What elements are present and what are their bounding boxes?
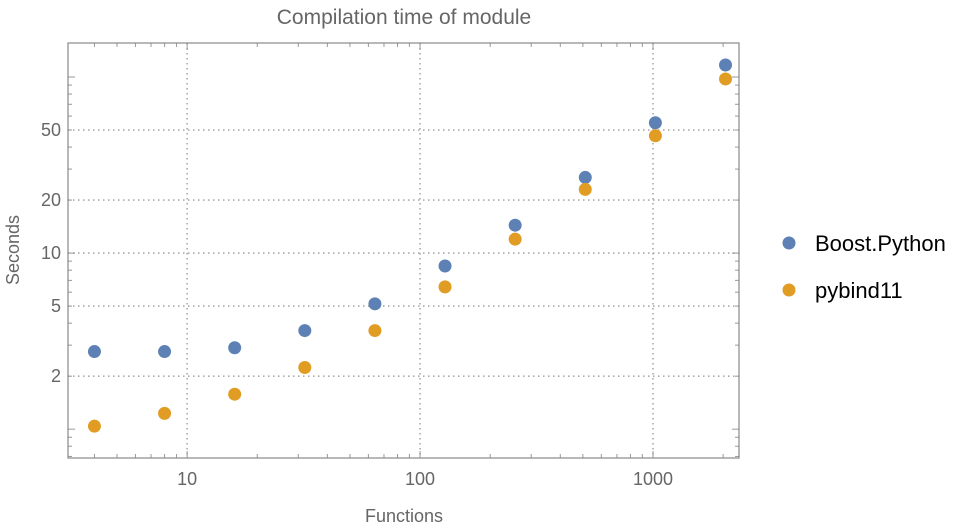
data-point-pybind11 (228, 387, 242, 401)
data-point-boost-python (438, 259, 452, 273)
data-point-pybind11 (158, 406, 172, 420)
y-tick-label: 2 (51, 366, 61, 386)
data-point-pybind11 (719, 72, 733, 86)
ticks: 10 100 1000 2 5 10 20 50 (41, 43, 739, 489)
data-points (87, 58, 733, 433)
data-point-boost-python (508, 218, 522, 232)
data-point-boost-python (368, 297, 382, 311)
data-point-pybind11 (87, 419, 101, 433)
chart-title: Compilation time of module (277, 6, 531, 29)
x-axis-label: Functions (365, 506, 443, 525)
legend-marker-pybind11 (782, 283, 796, 297)
y-tick-label: 50 (41, 120, 61, 140)
grid (68, 43, 739, 458)
legend-marker-boost-python (782, 236, 796, 250)
x-tick-label: 1000 (633, 469, 673, 489)
x-tick-label: 100 (405, 469, 435, 489)
data-point-pybind11 (508, 232, 522, 246)
legend: Boost.Python pybind11 (782, 231, 946, 303)
y-tick-label: 5 (51, 296, 61, 316)
data-point-pybind11 (578, 182, 592, 196)
data-point-boost-python (228, 341, 242, 355)
y-axis-label: Seconds (3, 215, 23, 285)
data-point-pybind11 (648, 129, 662, 143)
data-point-boost-python (87, 345, 101, 359)
data-point-pybind11 (298, 361, 312, 375)
data-point-boost-python (298, 324, 312, 338)
data-point-boost-python (719, 58, 733, 72)
data-point-boost-python (648, 116, 662, 130)
legend-label-boost-python: Boost.Python (815, 231, 946, 256)
data-point-pybind11 (368, 324, 382, 338)
y-tick-label: 20 (41, 190, 61, 210)
data-point-boost-python (578, 170, 592, 184)
x-tick-label: 10 (177, 469, 197, 489)
legend-label-pybind11: pybind11 (815, 278, 903, 303)
y-tick-label: 10 (41, 243, 61, 263)
plot-frame (67, 42, 740, 459)
data-point-pybind11 (438, 280, 452, 294)
data-point-boost-python (158, 345, 172, 359)
